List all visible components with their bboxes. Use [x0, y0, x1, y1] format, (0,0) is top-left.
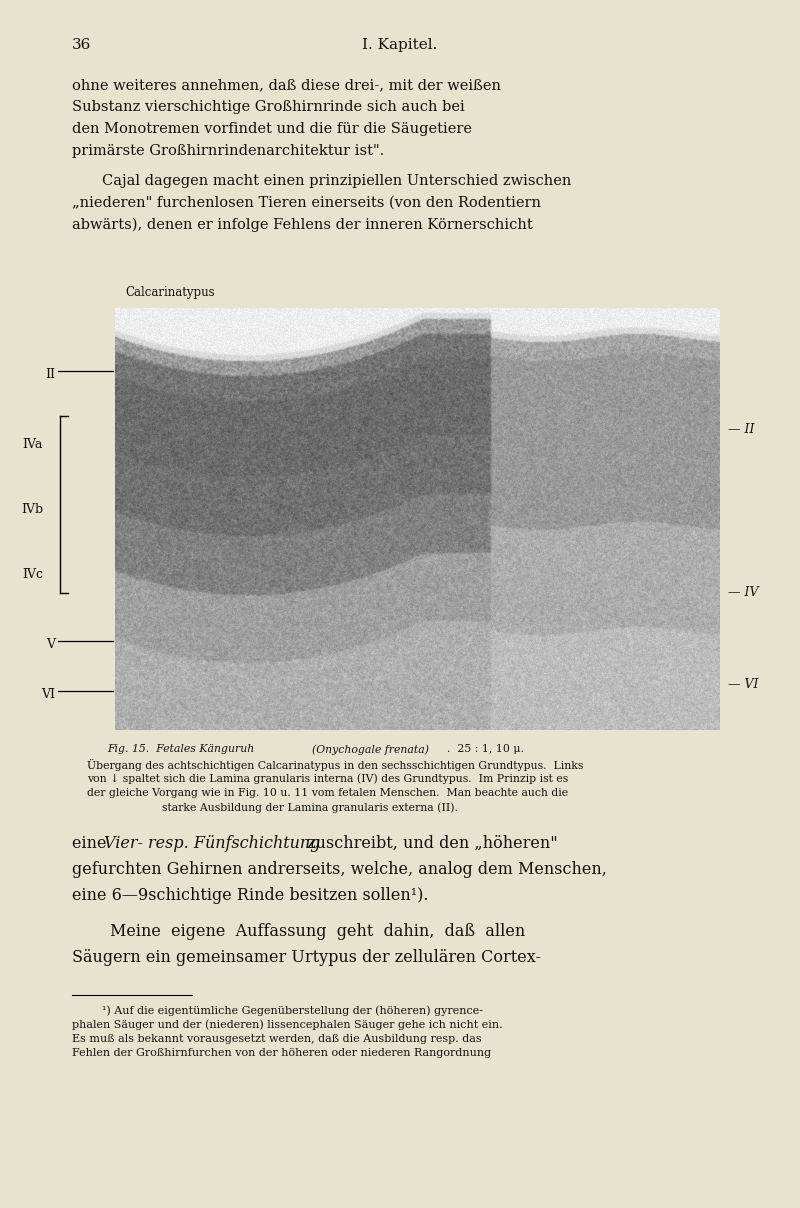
- Text: II: II: [45, 368, 55, 381]
- Text: Calcarinatypus: Calcarinatypus: [125, 286, 214, 300]
- Text: I. Kapitel.: I. Kapitel.: [362, 37, 438, 52]
- Text: Säugern ein gemeinsamer Urtypus der zellulären Cortex-: Säugern ein gemeinsamer Urtypus der zell…: [72, 949, 541, 966]
- Text: eine 6—9schichtige Rinde besitzen sollen¹).: eine 6—9schichtige Rinde besitzen sollen…: [72, 887, 429, 904]
- Text: VI: VI: [41, 689, 55, 701]
- Text: .  25 : 1, 10 μ.: . 25 : 1, 10 μ.: [447, 744, 524, 754]
- Text: starke Ausbildung der Lamina granularis externa (II).: starke Ausbildung der Lamina granularis …: [162, 802, 458, 813]
- Text: zuschreibt, und den „höheren": zuschreibt, und den „höheren": [302, 835, 558, 852]
- Text: eine: eine: [72, 835, 112, 852]
- Text: ohne weiteres annehmen, daß diese drei-, mit der weißen: ohne weiteres annehmen, daß diese drei-,…: [72, 79, 501, 92]
- Text: — II: — II: [728, 423, 754, 436]
- Text: Fehlen der Großhirnfurchen von der höheren oder niederen Rangordnung: Fehlen der Großhirnfurchen von der höher…: [72, 1049, 491, 1058]
- Text: „niederen" furchenlosen Tieren einerseits (von den Rodentiern: „niederen" furchenlosen Tieren einerseit…: [72, 196, 541, 210]
- Text: phalen Säuger und der (niederen) lissencephalen Säuger gehe ich nicht ein.: phalen Säuger und der (niederen) lissenc…: [72, 1020, 502, 1030]
- Text: den Monotremen vorfindet und die für die Säugetiere: den Monotremen vorfindet und die für die…: [72, 122, 472, 137]
- Text: IVa: IVa: [22, 439, 43, 451]
- Text: ¹) Auf die eigentümliche Gegenüberstellung der (höheren) gyrence-: ¹) Auf die eigentümliche Gegenüberstellu…: [102, 1005, 483, 1016]
- Text: (Onychogale frenata): (Onychogale frenata): [312, 744, 429, 755]
- Text: primärste Großhirnrindenarchitektur ist".: primärste Großhirnrindenarchitektur ist"…: [72, 144, 384, 158]
- Text: 36: 36: [72, 37, 91, 52]
- Text: der gleiche Vorgang wie in Fig. 10 u. 11 vom fetalen Menschen.  Man beachte auch: der gleiche Vorgang wie in Fig. 10 u. 11…: [87, 788, 568, 797]
- Text: IVb: IVb: [21, 503, 43, 516]
- Text: Vier- resp. Fünfschichtung: Vier- resp. Fünfschichtung: [104, 835, 320, 852]
- Text: abwärts), denen er infolge Fehlens der inneren Körnerschicht: abwärts), denen er infolge Fehlens der i…: [72, 217, 533, 232]
- Text: Es muß als bekannt vorausgesetzt werden, daß die Ausbildung resp. das: Es muß als bekannt vorausgesetzt werden,…: [72, 1034, 482, 1044]
- Text: Übergang des achtschichtigen Calcarinatypus in den sechsschichtigen Grundtypus. : Übergang des achtschichtigen Calcarinaty…: [87, 759, 583, 771]
- Text: — IV: — IV: [728, 586, 758, 599]
- Text: Substanz vierschichtige Großhirnrinde sich auch bei: Substanz vierschichtige Großhirnrinde si…: [72, 100, 465, 114]
- Text: Meine  eigene  Auffassung  geht  dahin,  daß  allen: Meine eigene Auffassung geht dahin, daß …: [110, 923, 526, 940]
- Text: IVc: IVc: [22, 568, 43, 581]
- Text: — VI: — VI: [728, 678, 758, 691]
- Text: V: V: [46, 638, 55, 651]
- Text: von ↓ spaltet sich die Lamina granularis interna (IV) des Grundtypus.  Im Prinzi: von ↓ spaltet sich die Lamina granularis…: [87, 773, 568, 784]
- Text: Fig. 15.  Fetales Känguruh: Fig. 15. Fetales Känguruh: [107, 744, 258, 754]
- Text: Cajal dagegen macht einen prinzipiellen Unterschied zwischen: Cajal dagegen macht einen prinzipiellen …: [102, 174, 571, 188]
- Text: gefurchten Gehirnen andrerseits, welche, analog dem Menschen,: gefurchten Gehirnen andrerseits, welche,…: [72, 861, 607, 878]
